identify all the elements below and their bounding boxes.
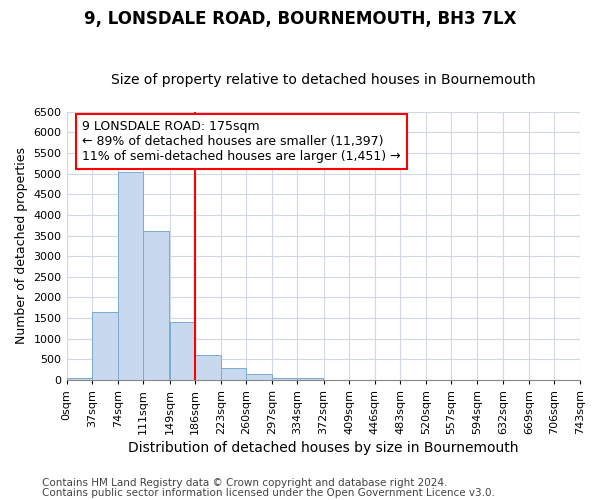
Bar <box>272 378 298 380</box>
Bar <box>221 368 246 380</box>
Bar <box>118 172 143 380</box>
X-axis label: Distribution of detached houses by size in Bournemouth: Distribution of detached houses by size … <box>128 441 518 455</box>
Bar <box>170 322 195 380</box>
Text: 9, LONSDALE ROAD, BOURNEMOUTH, BH3 7LX: 9, LONSDALE ROAD, BOURNEMOUTH, BH3 7LX <box>84 10 516 28</box>
Text: Contains HM Land Registry data © Crown copyright and database right 2024.: Contains HM Land Registry data © Crown c… <box>42 478 448 488</box>
Bar <box>195 355 221 380</box>
Bar <box>298 378 323 380</box>
Bar <box>67 378 92 380</box>
Text: Contains public sector information licensed under the Open Government Licence v3: Contains public sector information licen… <box>42 488 495 498</box>
Y-axis label: Number of detached properties: Number of detached properties <box>15 148 28 344</box>
Bar <box>143 232 169 380</box>
Bar <box>92 312 118 380</box>
Bar <box>246 374 272 380</box>
Title: Size of property relative to detached houses in Bournemouth: Size of property relative to detached ho… <box>111 73 536 87</box>
Text: 9 LONSDALE ROAD: 175sqm
← 89% of detached houses are smaller (11,397)
11% of sem: 9 LONSDALE ROAD: 175sqm ← 89% of detache… <box>82 120 401 163</box>
